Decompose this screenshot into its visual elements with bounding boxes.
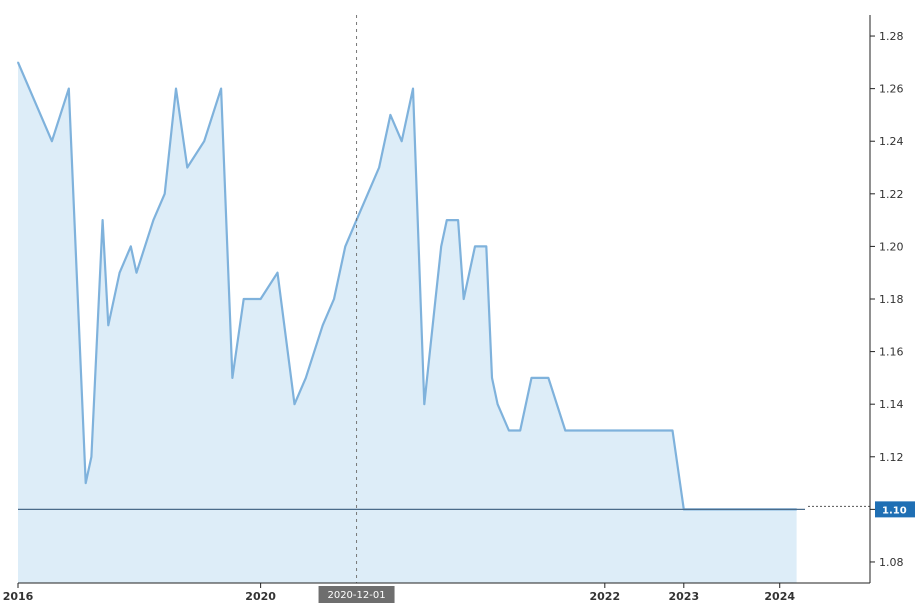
data-point-32 <box>434 298 437 300</box>
cursor-date-badge-label: 2020-12-01 <box>327 590 385 601</box>
current-value-badge-label: 1.10 <box>882 505 907 516</box>
data-point-23 <box>333 298 335 300</box>
data-point-18 <box>259 298 262 300</box>
y-tick-label-0: 1.08 <box>879 556 904 569</box>
data-point-16 <box>231 377 234 379</box>
data-point-40 <box>496 403 499 406</box>
data-point-36 <box>462 298 465 300</box>
data-point-42 <box>519 429 521 432</box>
data-point-49 <box>620 429 623 432</box>
data-point-22 <box>321 324 324 327</box>
data-point-34 <box>446 219 448 221</box>
data-point-21 <box>305 377 307 379</box>
x-tick-label-3: 2023 <box>668 590 699 603</box>
data-point-8 <box>130 245 132 248</box>
data-point-28 <box>389 114 392 116</box>
y-tick-label-8: 1.24 <box>879 135 904 148</box>
data-point-44 <box>547 377 550 379</box>
current-value-line <box>18 505 870 510</box>
y-tick-label-2: 1.12 <box>879 451 904 464</box>
area-series <box>16 61 798 584</box>
data-point-43 <box>530 377 533 379</box>
badges: 1.10 2020-12-01 <box>318 501 915 603</box>
data-point-20 <box>293 403 296 406</box>
data-point-10 <box>152 219 155 221</box>
cursor-date-badge <box>318 586 395 603</box>
data-point-27 <box>378 166 380 169</box>
data-point-52 <box>654 429 657 432</box>
x-tick-label-1: 2020 <box>245 590 276 603</box>
x-tick-label-0: 2016 <box>3 590 34 603</box>
data-point-53 <box>671 429 674 432</box>
data-point-45 <box>564 429 567 432</box>
y-tick-label-9: 1.26 <box>879 83 904 96</box>
y-tick-label-10: 1.28 <box>879 30 904 43</box>
current-value-badge <box>875 501 915 518</box>
data-point-46 <box>575 429 578 432</box>
data-point-17 <box>242 298 245 300</box>
data-point-50 <box>626 429 629 432</box>
y-axis-ticks: 1.08 1.12 1.14 1.16 1.18 1.20 1.22 1.24 1.26 1.28 <box>870 30 904 569</box>
y-tick-label-5: 1.18 <box>879 293 904 306</box>
data-point-48 <box>604 429 606 432</box>
x-tick-label-2: 2022 <box>589 590 620 603</box>
data-point-4 <box>90 456 93 458</box>
x-tick-label-4: 2024 <box>764 590 795 603</box>
y-tick-label-7: 1.22 <box>879 188 904 201</box>
data-point-29 <box>400 140 403 142</box>
data-point-41 <box>508 429 510 432</box>
data-point-30 <box>412 87 414 90</box>
data-point-24 <box>344 245 347 248</box>
data-point-5 <box>101 219 104 221</box>
data-point-39 <box>491 377 493 379</box>
y-tick-label-4: 1.16 <box>879 346 904 359</box>
data-point-15 <box>220 87 222 90</box>
data-point-37 <box>474 245 476 248</box>
data-point-0 <box>17 61 19 64</box>
data-point-6 <box>107 324 110 327</box>
data-point-2 <box>68 87 70 90</box>
data-point-35 <box>457 219 459 221</box>
area-fill <box>18 62 797 584</box>
data-point-47 <box>587 429 589 432</box>
data-point-13 <box>186 166 189 169</box>
data-point-14 <box>203 140 205 142</box>
data-point-3 <box>84 482 87 484</box>
data-point-51 <box>637 429 640 432</box>
data-point-7 <box>118 271 121 274</box>
data-point-1 <box>51 140 53 142</box>
data-point-12 <box>175 87 177 90</box>
data-point-19 <box>276 271 279 274</box>
y-tick-label-6: 1.20 <box>879 240 904 253</box>
data-point-31 <box>423 403 426 406</box>
y-tick-label-3: 1.14 <box>879 398 904 411</box>
data-point-38 <box>485 245 488 248</box>
data-point-11 <box>163 193 166 195</box>
data-point-9 <box>135 271 138 274</box>
x-axis-ticks: 2016 2020 2022 2023 2024 <box>3 583 795 603</box>
data-point-33 <box>440 245 443 248</box>
data-point-26 <box>367 193 369 195</box>
